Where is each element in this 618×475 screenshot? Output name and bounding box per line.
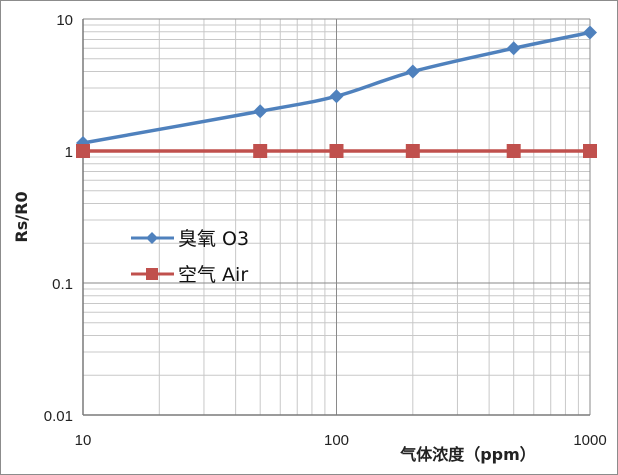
- grid: [82, 18, 591, 416]
- legend-label-ozone: 臭氧 O3: [178, 228, 249, 250]
- data-point-square: [583, 144, 597, 158]
- x-tick-label: 10: [75, 432, 92, 449]
- x-tick-label: 100: [324, 432, 349, 449]
- y-tick-label: 10: [56, 12, 73, 29]
- data-point-square: [405, 144, 420, 158]
- data-point-square: [253, 144, 268, 158]
- tick-labels: 0.01 0.1 1 10 10 100 1000: [44, 12, 607, 449]
- y-tick-label: 0.1: [52, 276, 73, 293]
- x-axis-title: 气体浓度（ppm）: [399, 445, 536, 464]
- data-point-diamond: [329, 89, 344, 104]
- y-tick-label: 1: [65, 144, 73, 161]
- x-tick-label: 1000: [573, 432, 606, 449]
- data-point-diamond: [583, 25, 597, 40]
- data-point-diamond: [405, 64, 420, 79]
- legend-marker-air: [146, 268, 158, 280]
- data-point-square: [506, 144, 521, 158]
- data-point-square: [76, 144, 90, 158]
- data-point-diamond: [253, 104, 268, 119]
- legend-label-air: 空气 Air: [178, 264, 248, 286]
- data-point-square: [329, 144, 344, 158]
- y-axis-title: Rs/R0: [12, 191, 31, 242]
- y-tick-label: 0.01: [44, 408, 73, 425]
- legend: 臭氧 O3 空气 Air: [131, 228, 249, 286]
- data-point-diamond: [506, 41, 521, 56]
- series-layer: [76, 25, 597, 158]
- legend-marker-ozone: [146, 232, 158, 244]
